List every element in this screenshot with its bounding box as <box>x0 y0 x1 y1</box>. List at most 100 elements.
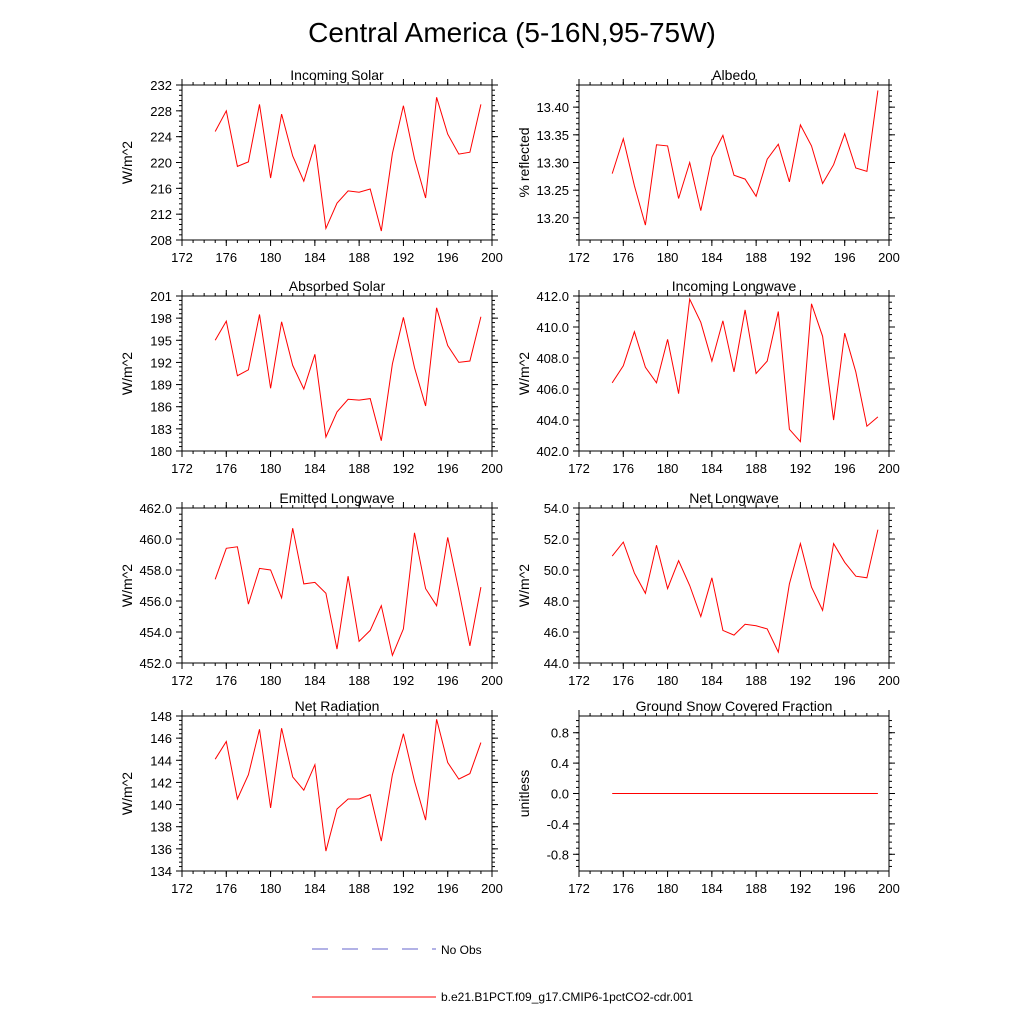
x-tick-label: 196 <box>437 461 459 476</box>
y-tick-label: 186 <box>150 400 172 415</box>
chart-panel: Absorbed Solar W/m^2 172 176 180 184 188 192 196… <box>119 278 503 476</box>
x-tick-label: 180 <box>260 881 282 896</box>
x-tick-label: 184 <box>304 461 326 476</box>
legend-model-label: b.e21.B1PCT.f09_g17.CMIP6-1pctCO2-cdr.00… <box>441 990 693 1004</box>
x-tick-label: 184 <box>701 881 723 896</box>
x-tick-label: 172 <box>171 250 193 265</box>
y-tick-label: 460.0 <box>139 532 172 547</box>
x-tick-label: 192 <box>393 250 415 265</box>
plot-frame <box>181 715 493 872</box>
y-tick-label: 412.0 <box>536 289 569 304</box>
y-tick-label: 52.0 <box>544 532 569 547</box>
chart-panel: Emitted Longwave W/m^2 172 176 180 184 188 192 1… <box>119 490 503 688</box>
y-tick-label: 0.0 <box>551 787 569 802</box>
x-tick-label: 180 <box>260 250 282 265</box>
panel-title: Net Longwave <box>689 490 779 506</box>
y-tick-label: 228 <box>150 104 172 119</box>
y-tick-label: 224 <box>150 130 172 145</box>
y-tick-label: 50.0 <box>544 563 569 578</box>
x-tick-label: 184 <box>304 881 326 896</box>
series-line <box>611 297 879 443</box>
x-tick-label: 196 <box>437 250 459 265</box>
y-tick-label: 189 <box>150 378 172 393</box>
x-tick-label: 184 <box>701 461 723 476</box>
x-tick-label: 196 <box>834 881 856 896</box>
panel-title: Incoming Longwave <box>672 278 797 294</box>
y-tick-label: 232 <box>150 78 172 93</box>
panel-title: Net Radiation <box>295 698 380 714</box>
y-tick-label: 146 <box>150 731 172 746</box>
x-tick-label: 176 <box>215 673 237 688</box>
y-tick-label: 208 <box>150 233 172 248</box>
x-tick-label: 172 <box>568 673 590 688</box>
x-tick-label: 188 <box>745 673 767 688</box>
x-tick-label: 192 <box>393 461 415 476</box>
y-tick-label: 13.40 <box>536 100 569 115</box>
x-tick-label: 184 <box>304 250 326 265</box>
y-tick-label: 462.0 <box>139 501 172 516</box>
x-tick-label: 176 <box>215 461 237 476</box>
y-tick-label: 13.25 <box>536 183 569 198</box>
series-line <box>611 529 879 654</box>
x-tick-label: 180 <box>657 881 679 896</box>
x-tick-label: 196 <box>834 250 856 265</box>
y-tick-label: 48.0 <box>544 594 569 609</box>
y-axis-label: W/m^2 <box>119 564 135 607</box>
x-tick-label: 192 <box>393 673 415 688</box>
y-axis-label: W/m^2 <box>516 564 532 607</box>
x-tick-label: 184 <box>701 673 723 688</box>
y-tick-label: 454.0 <box>139 625 172 640</box>
series-line <box>214 97 482 232</box>
x-tick-label: 176 <box>215 250 237 265</box>
x-tick-label: 180 <box>260 461 282 476</box>
x-tick-label: 192 <box>790 673 812 688</box>
panel-title: Absorbed Solar <box>289 278 386 294</box>
y-tick-label: 406.0 <box>536 382 569 397</box>
y-tick-label: 148 <box>150 709 172 724</box>
plot-frame <box>181 295 493 452</box>
x-tick-label: 188 <box>348 881 370 896</box>
x-tick-label: 200 <box>481 881 503 896</box>
x-tick-label: 180 <box>657 673 679 688</box>
x-tick-label: 188 <box>745 881 767 896</box>
chart-panel: Albedo % reflected 172 176 180 184 188 192 196 20… <box>516 67 900 265</box>
x-tick-label: 200 <box>878 461 900 476</box>
x-tick-label: 192 <box>393 881 415 896</box>
plot-frame <box>181 84 493 241</box>
panel-title: Albedo <box>712 67 756 83</box>
chart-panel: Ground Snow Covered Fraction unitless 172 1… <box>516 698 900 896</box>
y-axis-label: unitless <box>516 770 532 817</box>
x-tick-label: 180 <box>657 461 679 476</box>
series-line <box>214 307 482 441</box>
panel-title: Ground Snow Covered Fraction <box>636 698 833 714</box>
x-tick-label: 192 <box>790 461 812 476</box>
panel-title: Incoming Solar <box>290 67 384 83</box>
x-tick-label: 172 <box>568 461 590 476</box>
y-tick-label: 198 <box>150 311 172 326</box>
panel-title: Emitted Longwave <box>279 490 394 506</box>
x-tick-label: 196 <box>437 673 459 688</box>
x-tick-label: 188 <box>745 461 767 476</box>
x-tick-label: 176 <box>215 881 237 896</box>
y-tick-label: 0.4 <box>551 756 569 771</box>
y-tick-label: 44.0 <box>544 656 569 671</box>
x-tick-label: 200 <box>878 881 900 896</box>
x-tick-label: 192 <box>790 881 812 896</box>
x-tick-label: 176 <box>612 673 634 688</box>
y-tick-label: 142 <box>150 775 172 790</box>
y-tick-label: 456.0 <box>139 594 172 609</box>
y-tick-label: 212 <box>150 207 172 222</box>
y-axis-label: W/m^2 <box>516 352 532 395</box>
plot-frame <box>578 84 890 241</box>
x-tick-label: 196 <box>437 881 459 896</box>
y-tick-label: 458.0 <box>139 563 172 578</box>
y-tick-label: 136 <box>150 842 172 857</box>
y-tick-label: 410.0 <box>536 320 569 335</box>
chart-panel: Incoming Solar W/m^2 172 176 180 184 188 192 196… <box>119 67 503 265</box>
x-tick-label: 200 <box>481 250 503 265</box>
x-tick-label: 188 <box>348 461 370 476</box>
y-tick-label: 13.35 <box>536 128 569 143</box>
y-tick-label: 134 <box>150 864 172 879</box>
plot-frame <box>578 507 890 664</box>
